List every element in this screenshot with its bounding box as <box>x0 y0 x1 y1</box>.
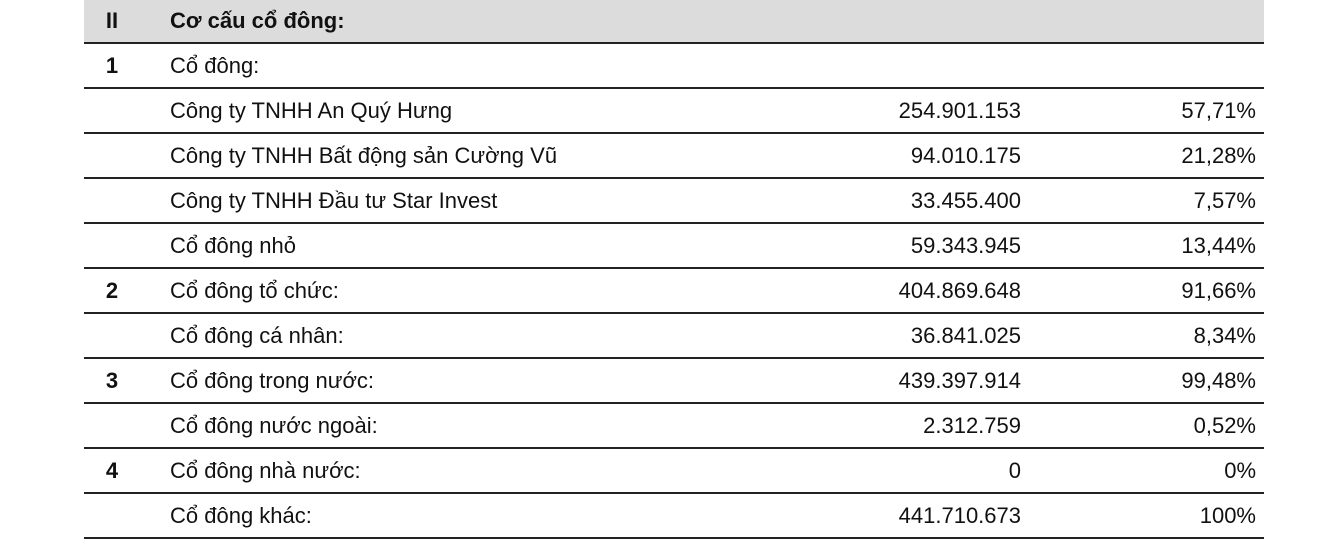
row-shares: 36.841.025 <box>910 322 1021 348</box>
row-name: Công ty TNHH Đầu tư Star Invest <box>170 187 498 213</box>
row-percent: 99,48% <box>1181 367 1256 393</box>
table-row: Cổ đông nước ngoài: 2.312.759 0,52% <box>84 404 1264 449</box>
table-row: Cổ đông khác: 441.710.673 100% <box>84 494 1264 539</box>
table-row: 3 Cổ đông trong nước: 439.397.914 99,48% <box>84 359 1264 404</box>
row-shares: 441.710.673 <box>898 502 1021 528</box>
row-number <box>84 134 140 177</box>
row-name: Cổ đông khác: <box>170 502 312 528</box>
row-percent: 7,57% <box>1193 187 1256 213</box>
row-percent: 57,71% <box>1181 97 1256 123</box>
row-name: Cổ đông cá nhân: <box>170 322 344 348</box>
row-name: Cổ đông nhỏ <box>170 232 296 258</box>
row-shares: 254.901.153 <box>898 97 1021 123</box>
row-name: Công ty TNHH An Quý Hưng <box>170 97 453 123</box>
row-number: 1 <box>105 52 119 78</box>
section-number: II <box>105 8 119 33</box>
row-name: Cổ đông: <box>170 52 260 78</box>
row-number: 2 <box>105 277 119 303</box>
row-number: 4 <box>105 457 119 483</box>
row-shares: 94.010.175 <box>910 142 1021 168</box>
row-percent: 21,28% <box>1181 142 1256 168</box>
table-row: Công ty TNHH An Quý Hưng 254.901.153 57,… <box>84 89 1264 134</box>
row-percent: 8,34% <box>1193 322 1256 348</box>
row-number <box>84 404 140 447</box>
table-row: 1 Cổ đông: <box>84 44 1264 89</box>
table-row: Cổ đông nhỏ 59.343.945 13,44% <box>84 224 1264 269</box>
table-row: Công ty TNHH Đầu tư Star Invest 33.455.4… <box>84 179 1264 224</box>
row-name: Cổ đông nhà nước: <box>170 457 361 483</box>
row-percent: 13,44% <box>1181 232 1256 258</box>
row-shares: 2.312.759 <box>923 412 1021 438</box>
row-percent: 0,52% <box>1193 412 1256 438</box>
row-number <box>84 314 140 357</box>
row-percent: 100% <box>1199 502 1256 528</box>
row-shares: 33.455.400 <box>910 187 1021 213</box>
row-number <box>84 179 140 222</box>
row-name: Công ty TNHH Bất động sản Cường Vũ <box>170 142 558 168</box>
row-percent: 0% <box>1224 457 1256 483</box>
row-name: Cổ đông nước ngoài: <box>170 412 378 438</box>
section-title: Cơ cấu cổ đông: <box>170 8 345 33</box>
row-number <box>84 224 140 267</box>
row-number <box>84 494 140 537</box>
row-number: 3 <box>105 367 119 393</box>
section-header-row: II Cơ cấu cổ đông: <box>84 0 1264 44</box>
row-shares: 439.397.914 <box>898 367 1021 393</box>
row-shares: 0 <box>1008 457 1021 483</box>
table-row: 4 Cổ đông nhà nước: 0 0% <box>84 449 1264 494</box>
row-percent: 91,66% <box>1181 277 1256 303</box>
row-number <box>84 89 140 132</box>
row-shares: 59.343.945 <box>910 232 1021 258</box>
row-shares: 404.869.648 <box>898 277 1021 303</box>
row-name: Cổ đông trong nước: <box>170 367 375 393</box>
shareholder-structure-table: II Cơ cấu cổ đông: 1 Cổ đông: Công ty TN… <box>84 0 1264 539</box>
table-row: Công ty TNHH Bất động sản Cường Vũ 94.01… <box>84 134 1264 179</box>
table-row: Cổ đông cá nhân: 36.841.025 8,34% <box>84 314 1264 359</box>
row-name: Cổ đông tổ chức: <box>170 277 339 303</box>
table-row: 2 Cổ đông tổ chức: 404.869.648 91,66% <box>84 269 1264 314</box>
